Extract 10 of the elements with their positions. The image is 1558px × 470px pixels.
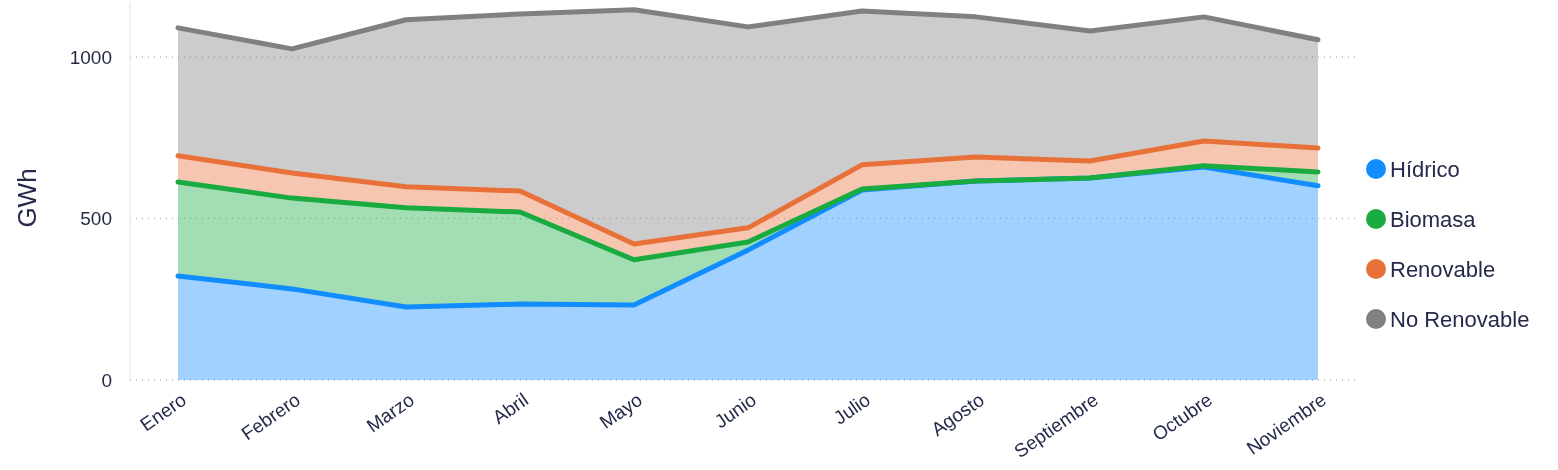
legend-label: No Renovable xyxy=(1390,306,1530,332)
y-tick-label: 0 xyxy=(101,369,112,391)
x-tick-label: Julio xyxy=(829,388,874,429)
x-tick-label: Junio xyxy=(710,388,760,433)
y-tick-label: 1000 xyxy=(69,46,112,68)
y-tick-label: 500 xyxy=(80,208,112,230)
legend-label: Biomasa xyxy=(1390,206,1477,232)
legend-label: Hídrico xyxy=(1390,156,1460,182)
legend-label: Renovable xyxy=(1390,256,1496,282)
y-axis-title: GWh xyxy=(12,168,42,228)
